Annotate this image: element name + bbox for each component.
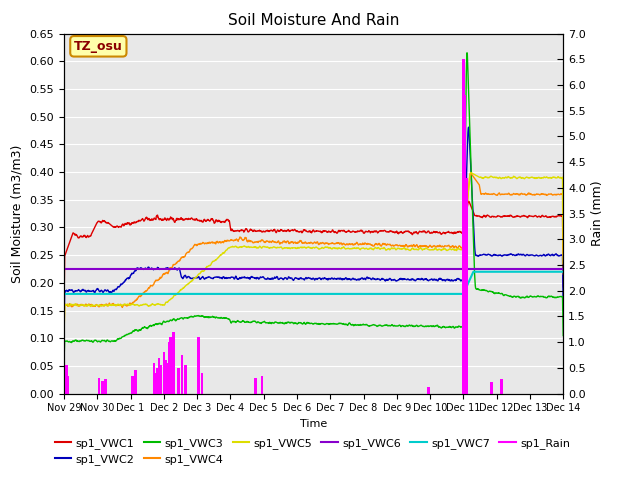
Bar: [260, 375, 263, 394]
Bar: [465, 178, 468, 394]
Bar: [177, 368, 180, 394]
Bar: [164, 360, 167, 394]
Bar: [464, 96, 467, 394]
Text: TZ_osu: TZ_osu: [74, 40, 123, 53]
Legend: sp1_VWC1, sp1_VWC2, sp1_VWC3, sp1_VWC4, sp1_VWC5, sp1_VWC6, sp1_VWC7, sp1_Rain: sp1_VWC1, sp1_VWC2, sp1_VWC3, sp1_VWC4, …: [51, 433, 575, 469]
Bar: [67, 375, 69, 394]
Y-axis label: Rain (mm): Rain (mm): [591, 181, 604, 246]
Bar: [173, 332, 175, 394]
Bar: [134, 371, 137, 394]
Bar: [201, 373, 204, 394]
Bar: [462, 60, 465, 394]
Bar: [254, 378, 257, 394]
Bar: [168, 342, 170, 394]
Bar: [152, 363, 155, 394]
Bar: [65, 365, 68, 394]
Bar: [163, 352, 165, 394]
Bar: [98, 378, 100, 394]
Bar: [156, 368, 159, 394]
Bar: [169, 337, 172, 394]
Bar: [104, 379, 107, 394]
Bar: [171, 348, 173, 394]
Bar: [154, 373, 157, 394]
Bar: [101, 381, 104, 394]
Bar: [166, 363, 168, 394]
Bar: [159, 365, 162, 394]
Bar: [198, 337, 200, 394]
X-axis label: Time: Time: [300, 419, 327, 429]
Bar: [65, 371, 67, 394]
Bar: [157, 358, 160, 394]
Y-axis label: Soil Moisture (m3/m3): Soil Moisture (m3/m3): [11, 144, 24, 283]
Bar: [131, 375, 134, 394]
Bar: [500, 379, 503, 394]
Title: Soil Moisture And Rain: Soil Moisture And Rain: [228, 13, 399, 28]
Bar: [427, 387, 429, 394]
Bar: [490, 382, 493, 394]
Bar: [181, 355, 184, 394]
Bar: [184, 365, 187, 394]
